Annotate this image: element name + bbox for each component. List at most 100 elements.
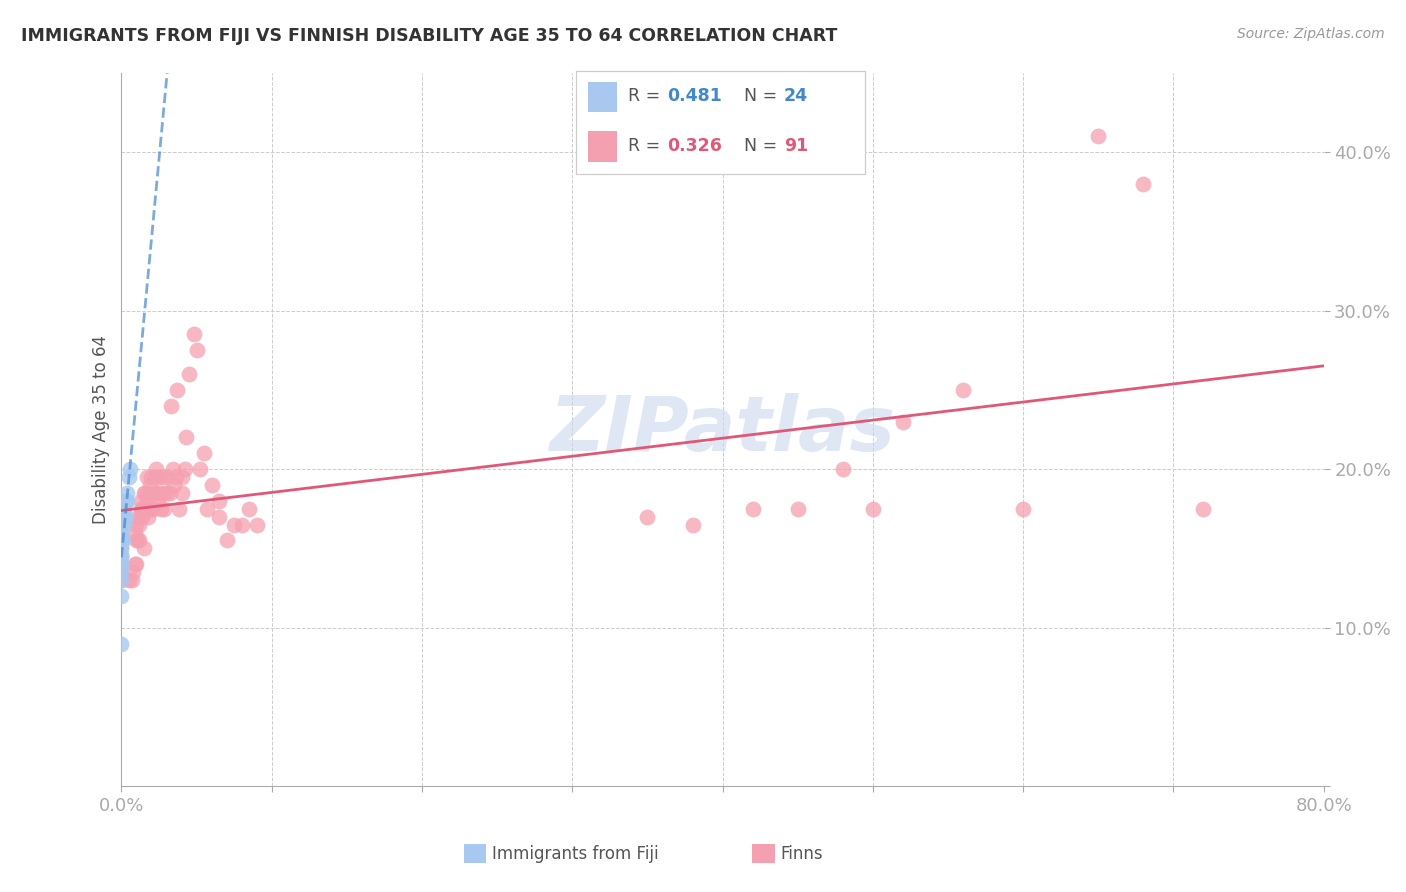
Point <box>134 501 156 516</box>
Point <box>132 541 155 556</box>
Point <box>636 509 658 524</box>
Point <box>115 494 138 508</box>
Point <box>114 517 136 532</box>
Point <box>238 501 260 516</box>
Point <box>215 533 238 548</box>
Point <box>128 517 150 532</box>
Point <box>125 517 148 532</box>
Point <box>143 470 166 484</box>
Point <box>138 486 160 500</box>
Bar <box>588 81 617 112</box>
Point <box>136 494 159 508</box>
Point <box>115 509 138 524</box>
Point <box>1192 501 1215 516</box>
Point <box>141 470 163 484</box>
Point <box>110 541 132 556</box>
Point <box>1012 501 1035 516</box>
Point <box>160 399 183 413</box>
Point <box>224 517 246 532</box>
Point <box>148 486 170 500</box>
Point <box>114 501 136 516</box>
Point <box>167 501 190 516</box>
Text: 0.481: 0.481 <box>668 87 723 105</box>
Point <box>143 486 166 500</box>
Text: 24: 24 <box>785 87 808 105</box>
Point <box>741 501 763 516</box>
Point <box>110 565 132 579</box>
Point <box>110 533 132 548</box>
Point <box>110 533 132 548</box>
Point <box>124 558 146 572</box>
Point <box>142 501 165 516</box>
Point <box>132 486 155 500</box>
Point <box>110 558 132 572</box>
Text: Immigrants from Fiji: Immigrants from Fiji <box>492 845 659 863</box>
Point <box>122 565 145 579</box>
Point <box>134 486 156 500</box>
Point <box>138 509 160 524</box>
Point <box>110 558 132 572</box>
Point <box>201 478 224 492</box>
Point <box>124 525 146 540</box>
Point <box>149 501 172 516</box>
Point <box>117 494 139 508</box>
Point <box>173 462 195 476</box>
Point <box>136 501 159 516</box>
Point <box>831 462 853 476</box>
Point <box>166 383 188 397</box>
Point <box>682 517 704 532</box>
Point <box>146 494 169 508</box>
Point <box>125 558 148 572</box>
Point <box>110 549 132 564</box>
Point <box>121 573 143 587</box>
Point <box>110 533 132 548</box>
Point <box>159 486 181 500</box>
Point <box>155 486 177 500</box>
Point <box>118 573 141 587</box>
Point <box>131 509 153 524</box>
Point <box>110 558 132 572</box>
Text: Source: ZipAtlas.com: Source: ZipAtlas.com <box>1237 27 1385 41</box>
Point <box>117 486 139 500</box>
Point <box>231 517 253 532</box>
Point <box>129 501 152 516</box>
Point <box>163 478 186 492</box>
Point <box>152 501 174 516</box>
Point <box>195 501 218 516</box>
Point <box>170 486 193 500</box>
Text: 0.326: 0.326 <box>668 137 723 155</box>
Point <box>110 558 132 572</box>
Point <box>1087 129 1109 144</box>
Point <box>110 573 132 587</box>
Point <box>155 470 177 484</box>
Point <box>145 462 167 476</box>
Point <box>129 509 152 524</box>
Point <box>125 533 148 548</box>
Text: N =: N = <box>744 137 782 155</box>
Point <box>1132 177 1154 191</box>
Point <box>208 509 231 524</box>
Point <box>110 509 132 524</box>
Point <box>150 470 173 484</box>
Text: N =: N = <box>744 87 782 105</box>
Point <box>188 462 211 476</box>
Point <box>952 383 974 397</box>
Point <box>110 589 132 603</box>
Point <box>110 636 132 650</box>
Text: R =: R = <box>628 137 666 155</box>
Point <box>110 549 132 564</box>
Point <box>891 415 914 429</box>
Point <box>110 573 132 587</box>
Y-axis label: Disability Age 35 to 64: Disability Age 35 to 64 <box>93 335 110 524</box>
Bar <box>588 131 617 161</box>
Point <box>165 470 187 484</box>
Point <box>118 470 141 484</box>
Point <box>131 501 153 516</box>
Point <box>128 533 150 548</box>
Point <box>127 533 149 548</box>
Point <box>148 470 170 484</box>
Point <box>786 501 808 516</box>
Point <box>129 494 152 508</box>
Point <box>139 478 162 492</box>
Point <box>152 486 174 500</box>
